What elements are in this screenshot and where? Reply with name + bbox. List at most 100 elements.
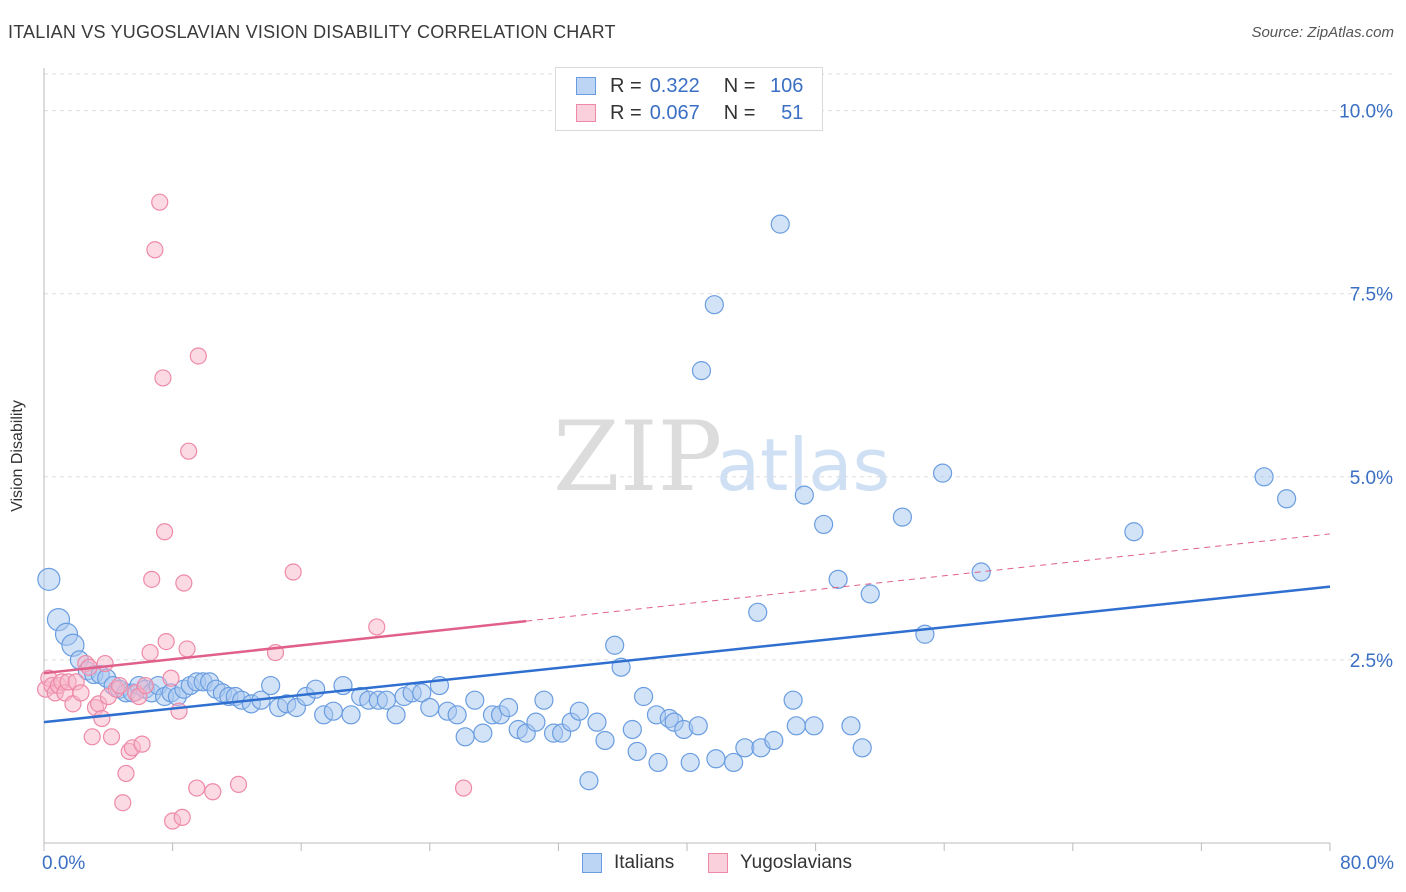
legend-n-value: 51 <box>781 101 804 124</box>
yugoslavians-point <box>368 618 386 636</box>
source-label: Source: ZipAtlas.com <box>1251 24 1394 41</box>
italians-trend-line <box>43 585 1331 724</box>
yugoslavians-point <box>188 779 206 797</box>
yugoslavians-point <box>178 640 196 658</box>
italians-point <box>852 738 872 758</box>
italians-point <box>420 697 440 718</box>
yugoslavians-point <box>96 654 114 673</box>
series-swatch-blue <box>582 853 602 873</box>
yugoslavians-point <box>141 643 159 662</box>
yugoslavians-point <box>229 775 248 794</box>
watermark-zip: ZIP <box>553 401 722 513</box>
italians-point <box>579 771 599 791</box>
yugoslavians-point <box>83 728 101 746</box>
italians-point <box>1124 522 1144 542</box>
italians-point <box>804 716 824 736</box>
italians-point <box>783 690 803 710</box>
italians-point <box>814 514 834 535</box>
italians-point <box>828 569 848 589</box>
yugoslavians-trend-extension <box>526 533 1331 622</box>
italians-point <box>892 507 913 527</box>
legend-n-value: 106 <box>770 74 804 97</box>
yugoslavians-point <box>117 764 135 783</box>
yugoslavians-point <box>102 728 121 746</box>
italians-point <box>724 752 744 773</box>
legend-r-label: R = <box>610 101 642 124</box>
y-tick-label: 5.0% <box>1350 468 1393 489</box>
yugoslavians-point <box>133 735 151 753</box>
chart-title: ITALIAN VS YUGOSLAVIAN VISION DISABILITY… <box>8 22 616 42</box>
italians-point <box>860 584 880 604</box>
italians-point <box>622 719 642 740</box>
legend-n-label: N = <box>723 74 756 97</box>
italians-point <box>704 295 724 315</box>
yugoslavians-point <box>72 684 90 702</box>
italians-point <box>605 635 625 655</box>
italians-point <box>691 361 712 381</box>
italians-point <box>706 749 726 769</box>
italians-point <box>770 214 790 234</box>
yugoslavians-point <box>136 676 154 695</box>
yugoslavians-point <box>162 669 180 687</box>
italians-point <box>764 730 784 751</box>
italians-point <box>841 716 861 736</box>
italians-point <box>748 602 768 622</box>
italians-point <box>341 705 361 725</box>
italians-point <box>323 701 343 721</box>
yugoslavians-trend-line <box>43 619 527 675</box>
x-tick-label-max: 80.0% <box>1340 853 1394 874</box>
yugoslavians-point <box>170 702 188 720</box>
italians-point <box>794 485 814 505</box>
italians-point <box>735 738 755 758</box>
italians-point <box>569 701 589 721</box>
italians-point <box>971 562 991 582</box>
yugoslavians-point <box>155 523 174 541</box>
legend-r-value: 0.067 <box>649 101 700 124</box>
yugoslavians-point <box>173 808 191 826</box>
x-tick-label-min: 0.0% <box>42 853 86 874</box>
italians-point <box>633 686 654 707</box>
legend-row-italians: R = 0.322 N = 106 <box>576 74 803 98</box>
yugoslavians-point <box>284 563 302 581</box>
series-legend-yugoslavians: Yugoslavians <box>708 852 852 874</box>
yugoslavians-point <box>151 193 169 211</box>
italians-point <box>306 679 326 699</box>
italians-point <box>465 690 485 710</box>
legend-swatch-pink <box>576 104 596 122</box>
italians-point <box>37 567 61 591</box>
y-tick-label: 10.0% <box>1339 102 1393 123</box>
legend-swatch-blue <box>576 77 596 95</box>
series-legend-label: Italians <box>614 852 675 873</box>
yugoslavians-point <box>157 632 175 651</box>
italians-point <box>1254 467 1274 487</box>
series-legend-label: Yugoslavians <box>740 852 852 873</box>
italians-point <box>526 712 546 732</box>
italians-point <box>648 752 668 773</box>
italians-point <box>688 716 708 736</box>
yugoslavians-point <box>146 241 164 259</box>
italians-point <box>627 741 647 762</box>
italians-point <box>587 712 607 732</box>
italians-point <box>261 675 281 696</box>
italians-point <box>447 705 467 725</box>
italians-point <box>1276 489 1297 509</box>
yugoslavians-point <box>454 779 473 797</box>
legend-row-yugoslavians: R = 0.067 N = 51 <box>576 101 803 125</box>
italians-point <box>680 752 700 773</box>
yugoslavians-point <box>175 574 193 592</box>
yugoslavians-point <box>204 783 222 801</box>
yugoslavians-point <box>114 794 132 812</box>
yugoslavians-point <box>110 676 129 695</box>
stats-legend: R = 0.322 N = 106 R = 0.067 N = 51 <box>555 67 823 131</box>
legend-r-label: R = <box>610 74 642 97</box>
italians-point <box>473 723 493 743</box>
yugoslavians-point <box>180 442 198 460</box>
legend-r-value: 0.322 <box>649 74 700 97</box>
italians-point <box>386 705 406 725</box>
yugoslavians-point <box>154 369 172 387</box>
y-tick-label: 7.5% <box>1350 285 1393 306</box>
series-legend: Italians Yugoslavians <box>0 852 1406 878</box>
y-tick-label: 2.5% <box>1350 651 1393 672</box>
italians-point <box>595 730 615 751</box>
